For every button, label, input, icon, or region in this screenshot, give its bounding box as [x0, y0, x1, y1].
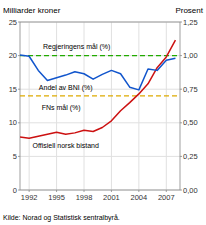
annotation: FNs mål (%) — [42, 104, 81, 112]
tick-y2 — [180, 55, 182, 56]
grid-line-x — [111, 22, 112, 190]
tick-label-x: 1998 — [76, 193, 93, 202]
tick-label-y2: 0,25 — [183, 152, 198, 161]
annotation: Offisiell norsk bistand — [33, 142, 100, 149]
tick-label-x: 1992 — [21, 193, 38, 202]
reference-line — [20, 95, 180, 96]
annotation: Andel av BNI (%) — [39, 84, 93, 92]
marks — [20, 40, 180, 138]
tick-label-x: 2007 — [158, 193, 175, 202]
tick-y — [18, 122, 20, 123]
tick-label-y: 20 — [9, 51, 17, 60]
series-line — [20, 40, 175, 138]
tick-x — [138, 190, 139, 192]
tick-label-y: 25 — [9, 18, 17, 27]
tick-label-x: 2001 — [103, 193, 120, 202]
grid-line-x — [166, 22, 167, 190]
tick-x — [84, 190, 85, 192]
annotation: Regjeringens mål (%) — [43, 43, 110, 51]
grid-line-x — [138, 22, 139, 190]
plot-frame — [20, 22, 180, 190]
tick-y — [18, 190, 20, 191]
tick-y — [18, 55, 20, 56]
source: Kilde: Norad og Statistisk sentralbyrå. — [3, 214, 120, 222]
y2-axis-title: Prosent — [175, 6, 203, 15]
tick-y2 — [180, 122, 182, 123]
tick-label-y: 0 — [13, 186, 17, 195]
tick-label-y: 15 — [9, 85, 17, 94]
tick-label-x: 1995 — [48, 193, 65, 202]
grid-line-y — [20, 156, 180, 157]
grid-line-x — [29, 22, 30, 190]
tick-y2 — [180, 22, 182, 23]
tick-x — [56, 190, 57, 192]
tick-y — [18, 89, 20, 90]
tick-label-y2: 0,50 — [183, 118, 198, 127]
tick-y2 — [180, 89, 182, 90]
tick-x — [166, 190, 167, 192]
tick-x — [111, 190, 112, 192]
tick-y2 — [180, 156, 182, 157]
tick-label-y2: 0,75 — [183, 85, 198, 94]
tick-label-y2: 1,00 — [183, 51, 198, 60]
tick-y — [18, 22, 20, 23]
grid — [20, 22, 180, 190]
tick-x — [29, 190, 30, 192]
tick-y2 — [180, 190, 182, 191]
grid-line-y — [20, 55, 180, 56]
tick-label-y2: 1,25 — [183, 18, 198, 27]
tick-label-y: 10 — [9, 118, 17, 127]
tick-label-x: 2004 — [131, 193, 148, 202]
grid-line-y — [20, 122, 180, 123]
reference-line — [20, 55, 180, 56]
y-axis-title: Milliarder kroner — [3, 6, 61, 15]
tick-label-y: 5 — [13, 152, 17, 161]
tick-label-y2: 0,00 — [183, 186, 198, 195]
tick-y — [18, 156, 20, 157]
